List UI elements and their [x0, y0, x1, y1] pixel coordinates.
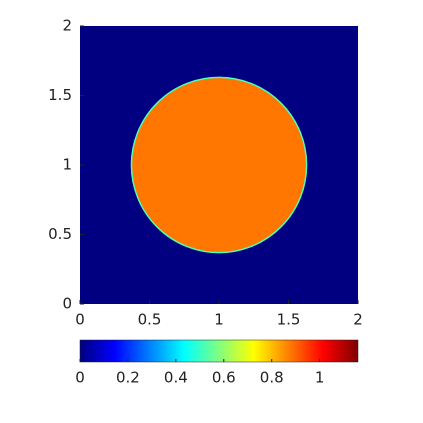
x-tick-label: 1 — [214, 311, 224, 329]
colorbar-tick-label: 1 — [315, 369, 325, 387]
y-tick-label: 1.5 — [48, 86, 72, 104]
colorbar-tick-label: 0 — [75, 369, 85, 387]
colorbar-tick-label: 0.2 — [116, 369, 140, 387]
colorbar-tick-label: 0.4 — [164, 369, 188, 387]
colorbar-tick-label: 0.8 — [260, 369, 284, 387]
colorbar-tick-label: 0.6 — [212, 369, 236, 387]
x-tick-label: 0 — [75, 311, 85, 329]
x-tick-label: 2 — [353, 311, 363, 329]
colorbar — [79, 339, 359, 363]
field-region — [130, 76, 308, 254]
x-tick-label: 0.5 — [138, 311, 162, 329]
y-tick-label: 2 — [62, 17, 72, 35]
y-tick-label: 0.5 — [48, 225, 72, 243]
x-tick-label: 1.5 — [277, 311, 301, 329]
y-tick-label: 0 — [62, 295, 72, 313]
y-tick-label: 1 — [62, 156, 72, 174]
